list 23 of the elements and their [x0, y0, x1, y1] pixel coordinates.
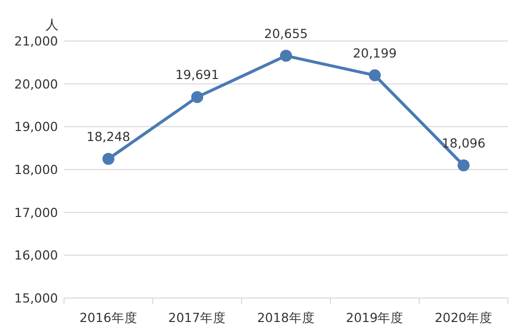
y-tick-label: 20,000: [14, 76, 58, 92]
point: [280, 50, 292, 62]
y-tick-label: 17,000: [14, 204, 58, 220]
point: [368, 69, 381, 82]
x-tick-label: 2018年度: [257, 310, 315, 325]
point: [191, 91, 204, 104]
y-axis-title: 人: [46, 18, 58, 33]
data-label: 18,096: [442, 135, 486, 150]
y-tick-label: 21,000: [14, 34, 58, 48]
x-tick-label: 2017年度: [168, 310, 226, 325]
point: [102, 152, 114, 165]
y-tick-label: 19,000: [14, 119, 58, 134]
x-tick-label: 2020年度: [434, 310, 493, 325]
x-tick-label: 2019年度: [346, 310, 404, 325]
point: [458, 159, 470, 172]
data-label: 18,248: [86, 128, 130, 144]
x-tick-label: 2016年度: [79, 310, 138, 325]
data-label: 20,199: [352, 45, 397, 60]
data-label: 19,691: [175, 67, 220, 82]
y-tick-label: 16,000: [14, 248, 58, 263]
y-tick-label: 15,000: [14, 290, 58, 306]
data-label: 20,655: [264, 26, 308, 41]
y-tick-label: 18,000: [14, 162, 58, 177]
